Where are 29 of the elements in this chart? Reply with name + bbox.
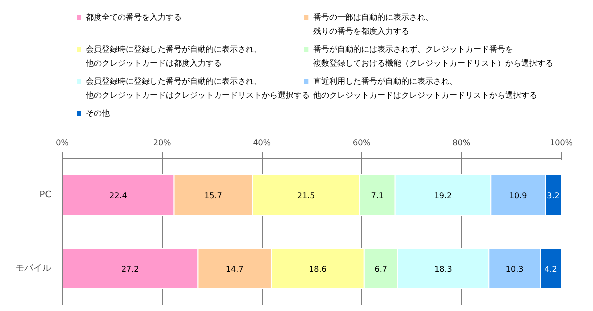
x-tick-label: 0% <box>56 138 70 148</box>
data-label: 27.2 <box>121 264 140 274</box>
y-tick-label: モバイル <box>16 264 52 274</box>
legend-label: 直近利用した番号が自動的に表示され、他のクレジットカードはクレジットカードリストから選択する <box>313 77 538 100</box>
data-label: 7.1 <box>371 191 384 200</box>
data-label: 6.7 <box>374 264 388 274</box>
legend-label: 会員登録時に登録した番号が自動的に表示され、他のクレジットカードは都度入力する <box>86 45 262 68</box>
legend-label: その他 <box>86 109 110 118</box>
legend-label: 都度全ての番号を入力する <box>86 13 182 22</box>
y-tick-label: PC <box>40 190 52 200</box>
data-label: 15.7 <box>204 191 222 200</box>
data-label: 3.2 <box>547 191 560 200</box>
data-label: 14.7 <box>226 264 244 274</box>
data-label: 22.4 <box>109 191 128 200</box>
data-label: 19.2 <box>434 191 452 200</box>
legend-label: 番号の一部は自動的に表示され、残りの番号を都度入力する <box>313 13 434 36</box>
data-label: 21.5 <box>297 191 316 200</box>
data-label: 18.6 <box>309 264 327 274</box>
x-tick-label: 40% <box>253 138 272 148</box>
legend-label: 番号が自動的には表示されず、クレジットカード番号を複数登録しておける機能（クレジットカードリスト）から選択する <box>313 45 554 68</box>
data-label: 4.2 <box>544 264 558 274</box>
data-label: 10.3 <box>506 264 524 274</box>
data-label: 18.3 <box>434 264 452 274</box>
data-label: 10.9 <box>509 191 528 200</box>
x-tick-label: 100% <box>550 138 574 148</box>
x-tick-label: 80% <box>452 138 471 148</box>
legend-label: 会員登録時に登録した番号が自動的に表示され、他のクレジットカードはクレジットカードリストから選択する <box>86 77 310 100</box>
x-tick-label: 60% <box>353 138 372 148</box>
x-tick-label: 20% <box>153 138 172 148</box>
